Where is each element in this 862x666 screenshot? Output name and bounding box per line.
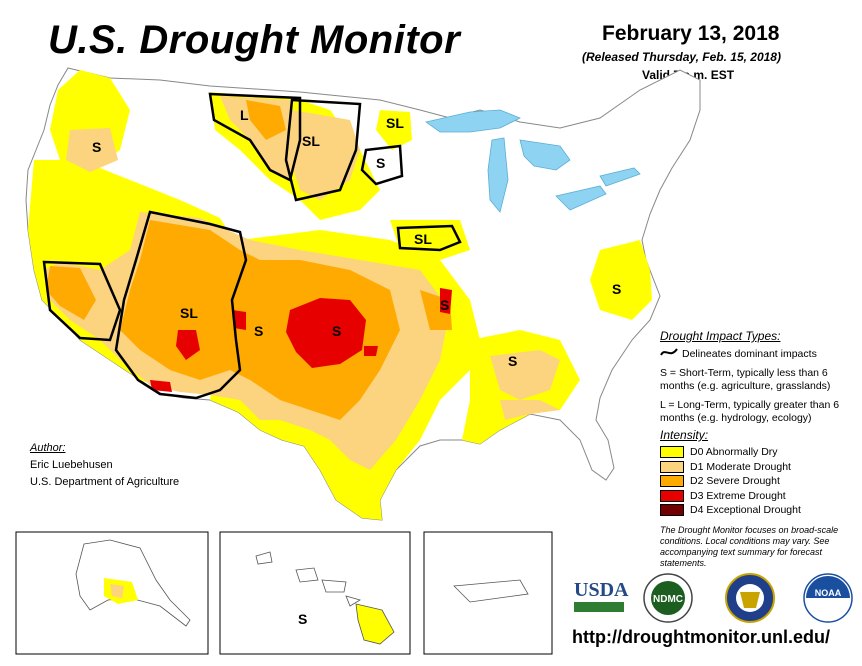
impact-label: S [508,353,517,369]
website-link[interactable]: http://droughtmonitor.unl.edu/ [572,627,830,647]
impact-label: SL [414,231,432,247]
impact-legend: Drought Impact Types: Delineates dominan… [660,330,860,431]
impact-label: SL [302,133,320,149]
impact-labels: L SL SL S S SL SL S S S S S S [92,107,621,627]
d3-label: D3 Extreme Drought [690,489,786,502]
d4-swatch [660,504,684,517]
impact-outlines [42,92,462,400]
impact-label: S [612,281,621,297]
alaska-d1 [110,584,124,598]
puerto-rico-land [453,579,529,603]
svg-text:NOAA: NOAA [815,588,842,598]
commerce-seal-logo [725,573,775,623]
ndmc-logo: NDMC [643,573,693,623]
hawaii-islands [255,551,361,607]
legend-d1: D1 Moderate Drought [660,460,801,475]
map-title: U.S. Drought Monitor [48,18,461,62]
svg-text:NDMC: NDMC [653,594,683,605]
usda-logo: USDA [574,579,629,612]
long-term-text: L = Long-Term, typically greater than 6 … [660,399,840,424]
author-heading: Author: [30,442,66,454]
impact-label: SL [180,305,198,321]
inset-frames [15,531,553,655]
impact-label: S [92,139,101,155]
impact-legend-heading: Drought Impact Types: [660,329,781,343]
hawaii-inset [219,531,411,655]
d2-regions [46,100,452,420]
alaska-inset [15,531,209,655]
alaska-land [75,539,191,627]
impact-label: L [240,107,249,123]
great-lakes [425,109,641,213]
d0-swatch [660,446,684,459]
d2-label: D2 Severe Drought [690,475,780,488]
d3-swatch [660,489,684,502]
release-date: (Released Thursday, Feb. 15, 2018) [582,50,781,64]
author-name: Eric Luebehusen [30,459,113,471]
delineates-row: Delineates dominant impacts [660,347,860,361]
author-block: Author: Eric Luebehusen U.S. Department … [30,440,179,491]
d4-label: D4 Exceptional Drought [690,504,801,517]
impact-label: S [254,323,263,339]
legend-d2: D2 Severe Drought [660,474,801,489]
short-term-text: S = Short-Term, typically less than 6 mo… [660,367,831,392]
legend-d0: D0 Abnormally Dry [660,445,801,460]
intensity-heading: Intensity: [660,428,709,442]
puerto-rico-inset [423,531,553,655]
author-org: U.S. Department of Agriculture [30,476,180,488]
impact-label: S [440,297,449,313]
d0-label: D0 Abnormally Dry [690,446,778,459]
map-date: February 13, 2018 [602,22,780,45]
d1-swatch [660,460,684,473]
disclaimer-note: The Drought Monitor focuses on broad-sca… [660,525,839,568]
delineates-text: Delineates dominant impacts [682,347,817,360]
agency-logos: USDA NDMC NOAA [574,573,853,623]
legend-d4: D4 Exceptional Drought [660,503,801,518]
impact-label: S [332,323,341,339]
d2-swatch [660,475,684,488]
legend-d3: D3 Extreme Drought [660,489,801,504]
d1-label: D1 Moderate Drought [690,460,791,473]
noaa-logo: NOAA [803,573,853,623]
impact-label: S [376,155,385,171]
d3-regions [150,288,452,392]
intensity-legend: D0 Abnormally Dry D1 Moderate Drought D2… [660,445,801,518]
impact-label: SL [386,115,404,131]
delineation-line-icon [660,347,682,361]
impact-label: S [298,611,307,627]
hawaii-big-island-d0 [355,603,395,645]
svg-text:USDA: USDA [574,579,629,601]
